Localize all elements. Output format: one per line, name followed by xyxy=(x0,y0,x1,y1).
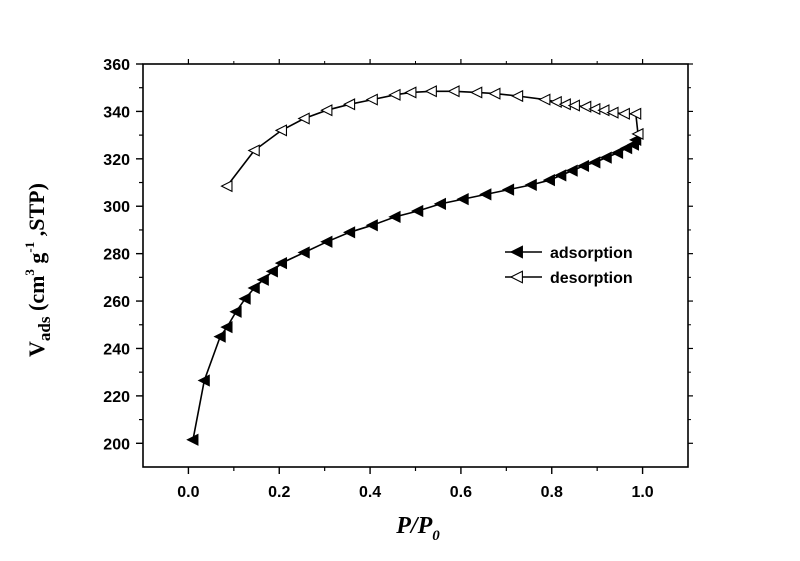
data-point-desorption xyxy=(629,107,642,120)
x-axis-title-separator: / xyxy=(409,513,420,539)
y-axis-title: Vads (cm3 g-1 ,STP) xyxy=(22,183,54,357)
data-point-adsorption xyxy=(411,204,424,218)
data-point-adsorption xyxy=(576,159,590,173)
data-point-adsorption xyxy=(365,219,378,232)
data-point-desorption xyxy=(617,107,630,120)
x-tick-label: 0.2 xyxy=(268,484,290,501)
data-point-adsorption xyxy=(542,174,555,187)
data-point-desorption xyxy=(470,86,483,99)
data-point-desorption xyxy=(488,87,501,100)
data-point-adsorption xyxy=(501,183,515,196)
data-point-adsorption xyxy=(456,193,469,206)
y-axis-title-close: ,STP) xyxy=(24,183,49,242)
data-point-adsorption xyxy=(297,246,310,259)
data-point-adsorption xyxy=(479,188,492,201)
data-point-desorption xyxy=(538,93,551,106)
data-point-adsorption xyxy=(524,178,537,192)
data-point-adsorption xyxy=(599,151,612,164)
y-tick-label: 200 xyxy=(103,436,130,453)
data-point-desorption xyxy=(388,88,401,101)
x-tick-label: 0.6 xyxy=(450,484,472,501)
data-point-adsorption xyxy=(588,156,601,169)
x-tick-label: 0.0 xyxy=(177,484,199,501)
data-point-adsorption xyxy=(610,146,624,160)
data-point-adsorption xyxy=(388,210,401,224)
data-point-desorption xyxy=(510,89,524,103)
data-point-adsorption xyxy=(220,321,233,334)
legend-label-desorption: desorption xyxy=(550,270,633,287)
legend-marker-desorption xyxy=(509,270,523,284)
data-point-adsorption xyxy=(274,257,288,270)
data-point-desorption xyxy=(567,99,580,112)
x-axis-title: P/P0 xyxy=(395,513,440,544)
plot-frame xyxy=(142,63,689,468)
x-tick-label: 1.0 xyxy=(631,484,653,501)
data-point-desorption xyxy=(606,106,619,119)
data-point-desorption xyxy=(404,86,417,99)
data-point-desorption xyxy=(297,112,310,125)
y-tick-label: 360 xyxy=(103,57,130,74)
data-point-desorption xyxy=(549,95,562,109)
data-point-adsorption xyxy=(565,164,578,177)
x-axis-title-second: P xyxy=(417,513,433,539)
legend-label-adsorption: adsorption xyxy=(550,245,633,262)
data-point-adsorption xyxy=(256,273,269,286)
y-axis-title-open: (cm xyxy=(24,276,49,317)
y-axis-title-mid: g xyxy=(24,253,49,270)
data-point-adsorption xyxy=(238,292,251,305)
data-point-adsorption xyxy=(229,305,242,318)
y-tick-label: 280 xyxy=(103,247,130,264)
y-axis-title-sup2: -1 xyxy=(22,242,37,253)
data-point-desorption xyxy=(579,100,592,113)
data-point-desorption xyxy=(220,179,233,193)
x-axis-title-main: P xyxy=(395,513,411,539)
data-point-desorption xyxy=(274,124,288,137)
y-tick-label: 340 xyxy=(103,104,130,121)
data-point-desorption xyxy=(424,85,437,98)
series-layer xyxy=(186,85,644,446)
y-tick-label: 260 xyxy=(103,294,130,311)
y-tick-label: 220 xyxy=(103,389,130,406)
data-point-adsorption xyxy=(213,330,226,343)
axis-titles: P/P0 Vads (cm3 g-1 ,STP) xyxy=(22,183,440,544)
legend-marker-adsorption xyxy=(509,245,523,259)
data-point-desorption xyxy=(342,98,356,111)
data-point-desorption xyxy=(631,127,644,141)
data-point-adsorption xyxy=(247,281,260,295)
x-axis-title-subscript: 0 xyxy=(432,528,440,544)
data-point-desorption xyxy=(365,93,378,106)
data-point-adsorption xyxy=(554,169,567,182)
axes-layer: 0.0 0.2 0.4 0.6 0.8 1.0 200 220 240 260 280 300 320 3… xyxy=(103,57,693,501)
y-axis-title-subscript: ads xyxy=(35,316,54,341)
y-axis-title-sup1: 3 xyxy=(22,269,37,276)
data-point-adsorption xyxy=(197,374,210,387)
data-point-desorption xyxy=(447,85,460,98)
data-point-adsorption xyxy=(342,226,356,239)
data-point-adsorption xyxy=(433,197,446,210)
x-tick-label: 0.8 xyxy=(541,484,563,501)
data-point-adsorption xyxy=(186,433,199,446)
y-axis-title-main: V xyxy=(24,341,49,357)
y-tick-label: 300 xyxy=(103,199,130,216)
y-tick-label: 320 xyxy=(103,152,130,169)
data-point-desorption xyxy=(320,104,333,117)
x-tick-label: 0.4 xyxy=(359,484,381,501)
data-point-desorption xyxy=(247,144,260,157)
data-point-adsorption xyxy=(320,235,333,248)
legend: adsorption desorption xyxy=(505,245,633,287)
data-point-adsorption xyxy=(265,265,278,278)
y-tick-label: 240 xyxy=(103,341,130,358)
data-point-desorption xyxy=(597,104,610,117)
